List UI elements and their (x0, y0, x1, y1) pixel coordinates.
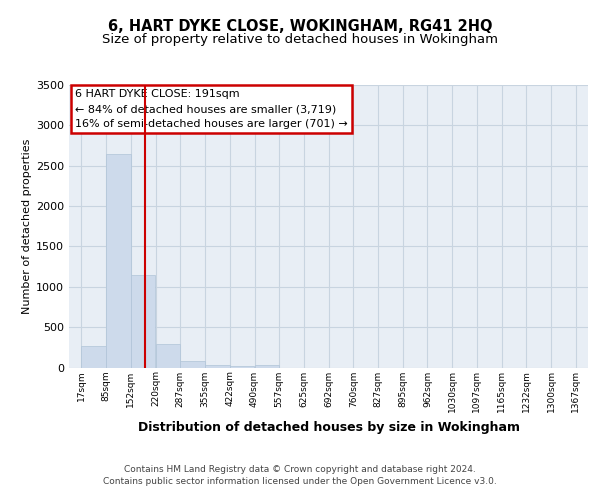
Bar (131, 274, 155, 368)
Y-axis label: Number of detached properties: Number of detached properties (22, 138, 32, 314)
Bar (254, 366, 279, 368)
Text: Contains HM Land Registry data © Crown copyright and database right 2024.
Contai: Contains HM Land Registry data © Crown c… (103, 465, 497, 486)
Bar (205, 364, 230, 368)
Bar (230, 366, 254, 368)
Bar (180, 360, 205, 368)
Bar (155, 344, 180, 368)
Bar (106, 154, 131, 368)
Text: Size of property relative to detached houses in Wokingham: Size of property relative to detached ho… (102, 32, 498, 46)
X-axis label: Distribution of detached houses by size in Wokingham: Distribution of detached houses by size … (137, 420, 520, 434)
Bar (81, 346, 106, 368)
Text: 6, HART DYKE CLOSE, WOKINGHAM, RG41 2HQ: 6, HART DYKE CLOSE, WOKINGHAM, RG41 2HQ (108, 19, 492, 34)
Text: 6 HART DYKE CLOSE: 191sqm
← 84% of detached houses are smaller (3,719)
16% of se: 6 HART DYKE CLOSE: 191sqm ← 84% of detac… (75, 89, 348, 129)
